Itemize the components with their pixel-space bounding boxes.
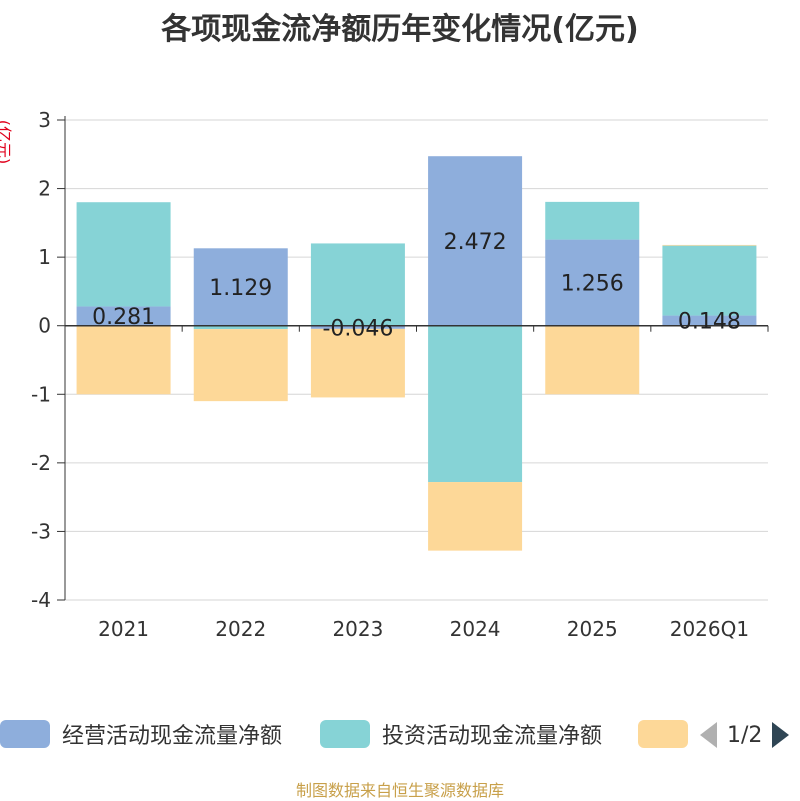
grid-lines bbox=[65, 119, 768, 601]
data-label-2023: -0.046 bbox=[322, 316, 393, 341]
data-source-note: 制图数据来自恒生聚源数据库 bbox=[295, 781, 504, 800]
bar-2021-series-0 bbox=[76, 306, 171, 326]
data-label-2022: 1.129 bbox=[209, 276, 272, 301]
legend-item-operating[interactable]: 经营活动现金流量净额 bbox=[0, 714, 282, 754]
bar-2026Q1-series-2 bbox=[662, 244, 757, 246]
y-tick-label: -2 bbox=[31, 451, 51, 475]
data-labels: 0.281 1.129 -0.046 2.472 1.256 0.148 bbox=[92, 230, 741, 341]
y-tick-label: 0 bbox=[38, 314, 51, 338]
x-tick-label: 2021 bbox=[98, 617, 149, 641]
legend-pager: 1/2 bbox=[700, 720, 790, 750]
x-tick-label: 2024 bbox=[450, 617, 501, 641]
bar-2021-series-1 bbox=[76, 202, 171, 307]
y-tick-label: -3 bbox=[31, 519, 51, 543]
x-tick-label: 2023 bbox=[332, 617, 383, 641]
legend-prev-arrow-icon[interactable] bbox=[700, 722, 717, 748]
bar-2024-series-1 bbox=[428, 325, 523, 483]
chart-title: 各项现金流净额历年变化情况(亿元) bbox=[161, 12, 639, 47]
data-label-2021: 0.281 bbox=[92, 305, 155, 330]
bar-2023-series-0 bbox=[310, 325, 405, 329]
y-tick-label: 1 bbox=[38, 245, 51, 269]
legend: 经营活动现金流量净额 投资活动现金流量净额 bbox=[0, 714, 800, 754]
legend-swatch-investing bbox=[320, 720, 370, 748]
bar-2021-series-2 bbox=[76, 325, 171, 395]
y-tick-label: -1 bbox=[31, 382, 51, 406]
x-tick-label: 2025 bbox=[567, 617, 618, 641]
bar-2023-series-1 bbox=[310, 243, 405, 326]
legend-label-operating: 经营活动现金流量净额 bbox=[62, 724, 283, 749]
bar-2025-series-2 bbox=[545, 325, 640, 395]
bar-2022-series-2 bbox=[193, 329, 288, 402]
bar-2026Q1-series-1 bbox=[662, 245, 757, 316]
bar-2022-series-1 bbox=[193, 325, 288, 330]
legend-page-indicator: 1/2 bbox=[727, 722, 763, 748]
bar-2024-series-0 bbox=[428, 156, 523, 326]
bar-2026Q1-series-0 bbox=[662, 315, 757, 326]
bar-2024-series-2 bbox=[428, 482, 523, 551]
legend-swatch-financing bbox=[638, 720, 688, 748]
legend-item-investing[interactable]: 投资活动现金流量净额 bbox=[320, 714, 602, 754]
x-tick-label: 2022 bbox=[215, 617, 266, 641]
bars bbox=[76, 156, 757, 551]
legend-next-arrow-icon[interactable] bbox=[772, 722, 790, 748]
bar-2022-series-0 bbox=[193, 248, 288, 326]
legend-label-investing: 投资活动现金流量净额 bbox=[382, 724, 603, 749]
bar-2025-series-0 bbox=[545, 239, 640, 326]
axes: 3 2 1 0 -1 -2 -3 -4 2021 2022 2023 2024 2025 2026Q1 bbox=[31, 108, 769, 641]
y-tick-label: 3 bbox=[38, 108, 51, 132]
legend-swatch-operating bbox=[0, 720, 50, 748]
data-label-2025: 1.256 bbox=[561, 272, 624, 297]
y-tick-label: -4 bbox=[31, 588, 51, 612]
data-label-2026Q1: 0.148 bbox=[678, 310, 741, 335]
data-label-2024: 2.472 bbox=[444, 230, 507, 255]
y-tick-label: 2 bbox=[38, 177, 51, 201]
bar-2025-series-1 bbox=[545, 201, 640, 240]
bar-2023-series-2 bbox=[310, 328, 405, 398]
legend-item-financing[interactable] bbox=[638, 714, 688, 754]
x-tick-label: 2026Q1 bbox=[670, 617, 749, 641]
